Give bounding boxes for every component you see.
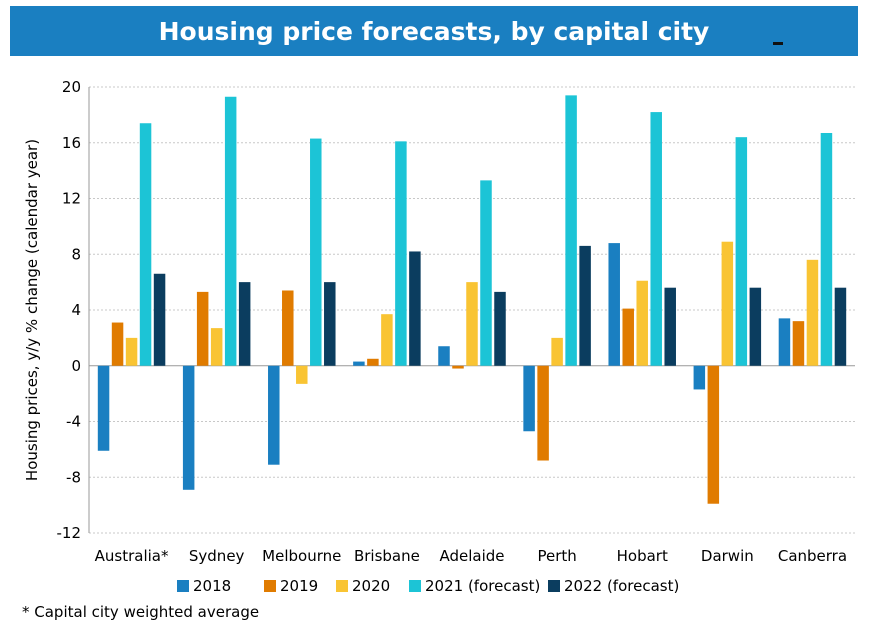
bar — [238, 282, 251, 366]
bar — [367, 358, 379, 366]
bar — [153, 273, 166, 366]
legend-entry: 2019 — [280, 577, 318, 595]
bar — [296, 365, 308, 384]
x-tick-label: Melbourne — [262, 547, 341, 565]
bar — [97, 365, 110, 451]
bar — [579, 245, 591, 366]
bar — [224, 96, 237, 366]
bar — [707, 365, 720, 504]
bar — [438, 346, 450, 366]
bar — [806, 259, 819, 366]
bar — [494, 291, 506, 366]
y-tick-label: 0 — [71, 357, 81, 375]
bar — [622, 308, 634, 366]
y-tick-label: -8 — [66, 468, 81, 486]
bar — [111, 322, 124, 366]
bar — [735, 137, 748, 366]
chart-title-text: Housing price forecasts, by capital city — [158, 16, 710, 46]
y-tick-label: 12 — [62, 190, 81, 208]
legend-entry: 2018 — [193, 577, 231, 595]
bar — [182, 365, 195, 490]
legend-swatch — [409, 580, 421, 592]
bar — [381, 314, 393, 366]
x-tick-label: Hobart — [617, 547, 668, 565]
legend-swatch — [336, 580, 348, 592]
x-tick-label: Canberra — [778, 547, 847, 565]
x-tick-label: Perth — [537, 547, 576, 565]
x-tick-label: Brisbane — [354, 547, 420, 565]
bar — [650, 112, 662, 366]
bar — [480, 180, 492, 366]
legend-swatch — [548, 580, 560, 592]
bar — [196, 291, 209, 366]
bar — [636, 280, 648, 366]
bar — [310, 138, 322, 366]
bar — [353, 361, 365, 366]
y-tick-label: 20 — [62, 78, 81, 96]
x-tick-label: Sydney — [189, 547, 245, 565]
x-tick-label: Darwin — [701, 547, 754, 565]
bar — [664, 287, 676, 366]
y-tick-label: -4 — [66, 413, 81, 431]
bar — [551, 337, 563, 366]
bar — [834, 287, 847, 366]
bar — [466, 282, 478, 366]
bar — [523, 365, 535, 432]
bar — [565, 95, 577, 366]
legend-entry: 2020 — [352, 577, 390, 595]
bar — [693, 365, 706, 390]
bar — [608, 243, 620, 366]
bar — [324, 282, 336, 366]
y-tick-label: 16 — [62, 134, 81, 152]
bar — [210, 328, 223, 366]
bar — [125, 337, 138, 366]
bar — [820, 132, 833, 366]
bar — [721, 241, 734, 366]
y-tick-label: 4 — [71, 301, 81, 319]
bar — [749, 287, 762, 366]
bar — [537, 365, 549, 461]
x-tick-label: Australia* — [95, 547, 169, 565]
footnote: * Capital city weighted average — [22, 603, 260, 621]
y-axis-label: Housing prices, y/y % change (calendar y… — [23, 139, 41, 481]
bar — [395, 141, 407, 366]
legend-swatch — [177, 580, 189, 592]
x-tick-label: Adelaide — [439, 547, 504, 565]
title-decoration — [773, 42, 783, 45]
legend-swatch — [264, 580, 276, 592]
bar — [409, 251, 421, 366]
bar — [778, 318, 791, 366]
bar — [282, 290, 294, 366]
y-tick-label: 8 — [71, 245, 81, 263]
y-tick-label: -12 — [57, 524, 82, 542]
bar — [452, 365, 464, 369]
bar — [268, 365, 280, 465]
bar — [792, 321, 805, 366]
legend-entry: 2022 (forecast) — [564, 577, 679, 595]
legend-entry: 2021 (forecast) — [425, 577, 540, 595]
chart-title: Housing price forecasts, by capital city — [10, 6, 858, 56]
bar — [139, 123, 152, 366]
